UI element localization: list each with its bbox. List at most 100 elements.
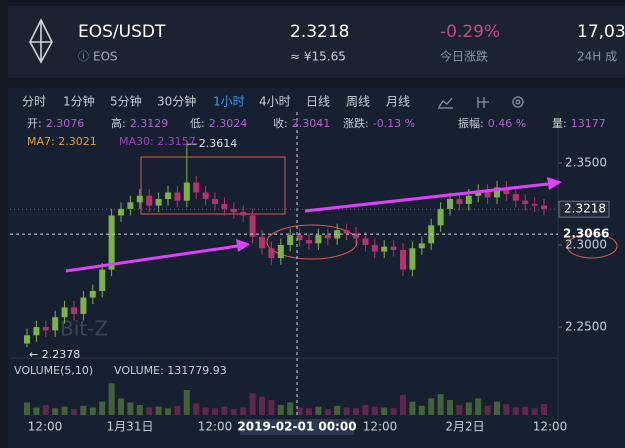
coin: EOS bbox=[93, 50, 118, 64]
volume-bar bbox=[165, 408, 171, 415]
timeframe-tab[interactable]: 4小时 bbox=[259, 95, 291, 109]
candle-body bbox=[212, 199, 218, 204]
candle-body bbox=[437, 208, 444, 226]
volume-24h-label: 24H 成 bbox=[577, 50, 617, 64]
candle-body bbox=[24, 335, 30, 344]
volume-bar bbox=[465, 402, 472, 415]
info-value: 2.3041 bbox=[292, 117, 331, 130]
candle-body bbox=[512, 194, 519, 201]
candle-body bbox=[465, 195, 472, 204]
volume-bar bbox=[512, 407, 519, 415]
candle-body bbox=[409, 248, 416, 270]
timeframe-tab[interactable]: 30分钟 bbox=[157, 94, 196, 109]
volume-bar bbox=[428, 398, 435, 415]
highlight-box bbox=[140, 156, 286, 215]
info-label: 收: bbox=[273, 116, 288, 130]
volume-bar bbox=[296, 407, 303, 415]
cursor-price: 2.3066 bbox=[563, 227, 609, 241]
volume-bar bbox=[108, 383, 115, 415]
candle-body bbox=[108, 215, 115, 270]
volume-title: VOLUME(5,10) bbox=[14, 364, 93, 377]
candle-body bbox=[362, 238, 369, 245]
candle-body bbox=[456, 199, 463, 204]
volume-bar bbox=[71, 409, 77, 415]
max-label: 2.3614 bbox=[199, 137, 238, 150]
volume-bar bbox=[99, 401, 106, 415]
cursor-time: 2019-02-01 00:00 bbox=[237, 420, 356, 434]
candle-body bbox=[287, 235, 294, 245]
volume-bar bbox=[437, 394, 444, 415]
price-cny: ≈ ¥15.65 bbox=[290, 50, 346, 64]
indicator-icon[interactable] bbox=[438, 97, 453, 109]
volume-bar bbox=[400, 395, 406, 415]
volume-bar bbox=[531, 408, 538, 415]
info-value: 13177 bbox=[571, 117, 606, 130]
volume-bar bbox=[80, 405, 87, 415]
volume-bar bbox=[42, 405, 49, 415]
timeframe-tab[interactable]: 分时 bbox=[22, 95, 46, 109]
candle-body bbox=[230, 208, 237, 213]
volume-bar bbox=[371, 406, 378, 415]
volume-bar bbox=[418, 405, 425, 415]
volume-bar bbox=[343, 407, 350, 415]
info-value: 2.3024 bbox=[209, 117, 248, 130]
volume-bar bbox=[33, 407, 40, 415]
volume-bar bbox=[174, 405, 181, 415]
x-tick-label: 12:00 bbox=[533, 420, 568, 434]
cursor-time-tag bbox=[240, 419, 354, 435]
timeframe-tab[interactable]: 月线 bbox=[386, 95, 410, 109]
volume-bar bbox=[315, 406, 322, 415]
volume-bar bbox=[447, 400, 453, 415]
volume-bar bbox=[183, 390, 190, 415]
volume-bar bbox=[155, 406, 162, 415]
candle-body bbox=[127, 202, 134, 209]
timeframe-tab[interactable]: 日线 bbox=[306, 95, 330, 109]
volume-bar bbox=[193, 403, 200, 415]
x-tick-label: 12:00 bbox=[198, 420, 233, 434]
candle-body bbox=[371, 245, 378, 252]
volume-bar bbox=[390, 408, 397, 415]
draw-icon[interactable] bbox=[477, 97, 489, 108]
candle-body bbox=[183, 182, 190, 201]
volume-bar bbox=[324, 409, 331, 415]
candle-body bbox=[315, 235, 322, 244]
x-tick-label: 12:00 bbox=[363, 420, 398, 434]
candle-body bbox=[381, 246, 388, 252]
candle-body bbox=[99, 269, 106, 291]
candle-body bbox=[202, 192, 209, 200]
candle-body bbox=[221, 203, 228, 209]
watermark: Bit-Z bbox=[60, 317, 108, 341]
candle-body bbox=[71, 307, 77, 314]
candle-body bbox=[33, 327, 40, 336]
volume-bar bbox=[353, 408, 359, 415]
volume-bar bbox=[522, 406, 529, 415]
timeframe-tab[interactable]: 1小时 bbox=[213, 95, 245, 109]
volume-bar bbox=[484, 405, 491, 415]
candle-body bbox=[118, 208, 124, 216]
info-label: 低: bbox=[190, 117, 205, 130]
settings-icon[interactable] bbox=[512, 96, 524, 108]
candle-body bbox=[531, 203, 538, 206]
header-panel bbox=[8, 6, 625, 78]
timeframe-tab[interactable]: 周线 bbox=[346, 95, 370, 109]
change-label: 今日涨跌 bbox=[440, 49, 488, 64]
candle-body bbox=[277, 245, 284, 259]
volume-bar bbox=[475, 398, 482, 415]
volume-bar bbox=[334, 405, 341, 415]
last-price: 2.3218 bbox=[564, 202, 606, 216]
info-label: 量: bbox=[552, 117, 567, 130]
volume-bar bbox=[202, 407, 209, 415]
volume-bar bbox=[127, 402, 134, 415]
timeframe-tab[interactable]: 1分钟 bbox=[63, 94, 95, 109]
volume-value: VOLUME: 131779.93 bbox=[114, 364, 227, 377]
volume-bar bbox=[306, 408, 312, 415]
info-value: 2.3129 bbox=[130, 117, 169, 130]
volume-bar bbox=[146, 407, 153, 415]
timeframe-tab[interactable]: 5分钟 bbox=[110, 94, 142, 109]
candle-body bbox=[52, 317, 59, 331]
candle-body bbox=[165, 192, 171, 200]
volume-bar bbox=[89, 407, 96, 415]
volume-bar bbox=[230, 409, 237, 415]
volume-bar bbox=[118, 398, 124, 415]
